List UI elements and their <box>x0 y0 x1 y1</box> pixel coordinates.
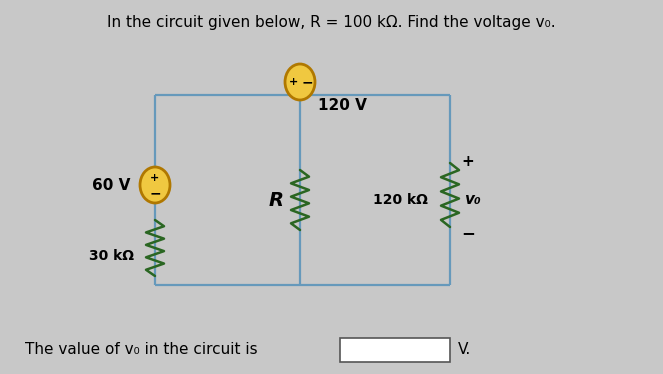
Text: V.: V. <box>458 343 471 358</box>
Ellipse shape <box>140 167 170 203</box>
Text: −: − <box>149 186 161 200</box>
Text: +: + <box>289 77 298 87</box>
Text: In the circuit given below, R = 100 kΩ. Find the voltage v₀.: In the circuit given below, R = 100 kΩ. … <box>107 15 556 30</box>
Text: R: R <box>269 190 284 209</box>
Text: −: − <box>301 75 313 89</box>
Text: The value of v₀ in the circuit is: The value of v₀ in the circuit is <box>25 343 258 358</box>
Text: −: − <box>461 224 475 242</box>
Ellipse shape <box>285 64 315 100</box>
Text: 120 V: 120 V <box>318 98 367 113</box>
Text: +: + <box>461 153 474 169</box>
Text: 60 V: 60 V <box>91 178 130 193</box>
Text: v₀: v₀ <box>463 191 480 206</box>
Text: +: + <box>151 173 160 183</box>
Text: 120 kΩ: 120 kΩ <box>373 193 428 207</box>
Bar <box>340 338 450 362</box>
Text: 30 kΩ: 30 kΩ <box>90 249 135 263</box>
